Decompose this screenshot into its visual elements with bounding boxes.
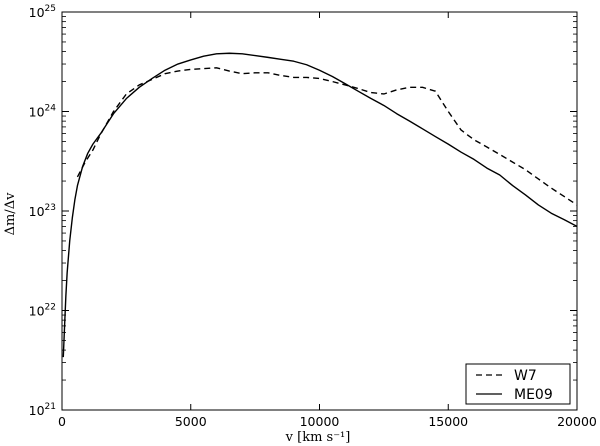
y-tick-label: 1022 bbox=[29, 303, 56, 319]
y-tick-label: 1025 bbox=[29, 4, 56, 20]
plot-area bbox=[62, 52, 577, 358]
y-tick-label: 1023 bbox=[29, 203, 56, 219]
x-tick-label: 5000 bbox=[175, 414, 207, 429]
x-tick-label: 0 bbox=[58, 414, 66, 429]
legend-label-w7: W7 bbox=[514, 368, 537, 384]
axes: 0 5000 10000 15000 20000 1021 1022 1023 1024 1025 bbox=[29, 4, 597, 429]
series-line-w7 bbox=[76, 67, 577, 206]
x-tick-label: 10000 bbox=[300, 414, 340, 429]
x-tick-label: 15000 bbox=[428, 414, 468, 429]
legend-label-me09: ME09 bbox=[514, 387, 553, 403]
y-axis-title: Δm/Δv bbox=[3, 192, 18, 235]
series-line-me09 bbox=[62, 52, 577, 358]
plot-frame bbox=[61, 11, 578, 411]
x-tick-label: 20000 bbox=[557, 414, 597, 429]
y-tick-label: 1021 bbox=[29, 402, 56, 418]
legend: W7 ME09 bbox=[465, 363, 571, 405]
legend-box bbox=[465, 363, 571, 405]
y-tick-label: 1024 bbox=[29, 104, 57, 120]
x-axis-title: v [km s⁻¹] bbox=[285, 430, 351, 445]
